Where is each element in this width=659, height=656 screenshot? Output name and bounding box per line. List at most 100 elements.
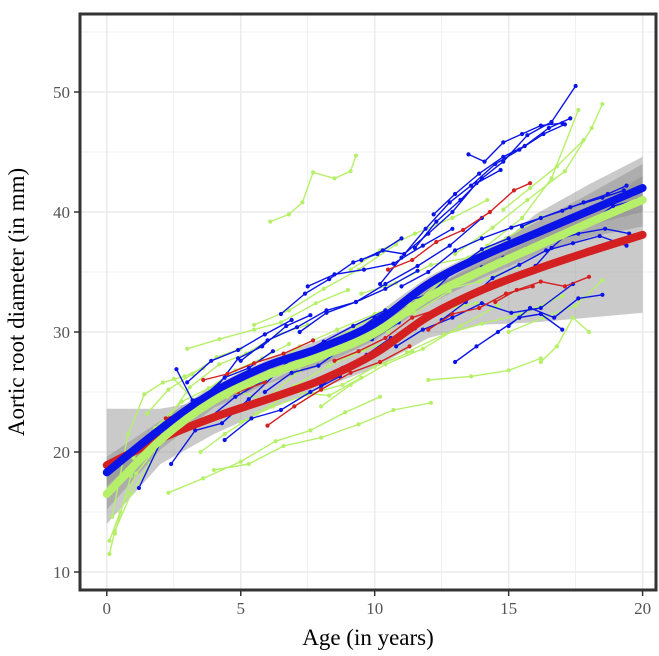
trajectory-line-green — [200, 376, 362, 453]
trajectory-point — [327, 393, 332, 398]
grid — [80, 14, 656, 590]
trajectory-point — [166, 387, 171, 392]
trajectory-line-blue — [307, 228, 453, 288]
trajectory-point — [447, 243, 452, 248]
trajectory-point — [182, 374, 187, 379]
trajectory-point — [252, 322, 257, 327]
trajectory-point — [554, 164, 559, 169]
trajectory-point — [332, 272, 337, 277]
trajectory-line-green — [508, 279, 603, 333]
trajectory-point — [383, 335, 388, 341]
trajectory-point — [281, 351, 286, 356]
trajectory-point — [391, 261, 396, 266]
trajectory-point — [270, 404, 275, 409]
trajectory-point — [278, 311, 284, 317]
trajectory-line-green — [111, 367, 204, 517]
trajectory-point — [428, 262, 434, 267]
trajectory-point — [356, 422, 361, 427]
trajectory-point — [305, 284, 310, 289]
y-tick-label: 50 — [53, 83, 70, 102]
trajectory-point — [514, 287, 519, 293]
trajectory-point — [450, 226, 455, 231]
trajectory-point — [107, 551, 112, 557]
trajectory-point — [412, 231, 417, 236]
trajectory-point — [316, 363, 321, 368]
trajectory-point — [461, 227, 466, 233]
trajectory-point — [452, 248, 458, 253]
trajectory-point — [420, 243, 426, 248]
trajectory-point — [110, 514, 115, 519]
trajectory-point — [452, 359, 458, 365]
trajectory-point — [187, 385, 192, 390]
trajectory-point — [308, 428, 313, 433]
trajectory-point — [477, 305, 482, 311]
trajectory-point — [166, 490, 171, 495]
x-axis-title: Age (in years) — [302, 625, 434, 650]
trajectory-point — [511, 188, 517, 193]
trajectory-point — [474, 181, 479, 186]
trajectory-point — [410, 315, 415, 320]
trajectory-point — [308, 389, 313, 395]
trajectory-point — [348, 370, 353, 375]
trajectory-point — [353, 153, 359, 158]
trajectory-point — [399, 284, 404, 289]
trajectory-line-green — [361, 216, 542, 295]
trajectory-point — [469, 183, 474, 188]
trajectory-point — [560, 208, 565, 213]
trajectory-point — [452, 251, 458, 257]
trajectory-point — [209, 358, 214, 363]
trajectory-point — [549, 176, 554, 181]
trajectory-point — [495, 303, 501, 308]
trajectory-point — [527, 305, 533, 311]
trajectory-point — [487, 209, 492, 215]
trajectory-point — [238, 358, 243, 363]
trajectory-point — [544, 248, 549, 253]
trajectory-point — [134, 471, 139, 476]
y-axis-title: Aortic root diameter (in mm) — [4, 168, 29, 436]
trajectory-point — [560, 327, 565, 332]
trajectory-point — [410, 257, 415, 263]
trajectory-point — [501, 159, 506, 164]
x-axis-ticks: 0 5 10 15 20 — [103, 590, 651, 618]
trajectory-point — [321, 286, 326, 291]
trajectory-point — [278, 407, 284, 413]
trajectory-point — [142, 392, 147, 397]
trajectory-point — [201, 476, 206, 481]
trajectory-point — [361, 267, 367, 272]
trajectory-point — [538, 359, 543, 365]
trajectory-point — [538, 279, 543, 284]
trajectory-point — [450, 215, 455, 221]
trajectory-point — [506, 329, 511, 335]
trajectory-point — [377, 359, 383, 365]
trajectory-point — [262, 389, 267, 395]
trajectory-point — [372, 364, 377, 369]
trajectory-point — [517, 262, 522, 267]
trajectory-point — [348, 382, 353, 387]
trajectory-point — [573, 83, 578, 89]
trajectory-point — [262, 380, 267, 385]
trajectory-point — [278, 320, 284, 325]
trajectory-point — [385, 329, 391, 335]
trajectory-point — [605, 191, 610, 197]
trajectory-point — [554, 344, 559, 349]
y-axis-ticks: 10 20 30 40 50 — [53, 83, 80, 582]
trajectory-point — [485, 197, 490, 203]
trajectory-line-blue — [468, 122, 563, 163]
trajectory-point — [351, 323, 356, 329]
trajectory-point — [351, 260, 356, 265]
trajectory-point — [450, 315, 455, 320]
trajectory-point — [265, 338, 270, 343]
trajectory-point — [434, 219, 439, 224]
trajectory-point — [581, 200, 586, 205]
trajectory-point — [225, 371, 230, 377]
trajectory-point — [450, 209, 455, 215]
trajectory-point — [498, 167, 503, 173]
trajectory-line-green — [186, 289, 349, 350]
trajectory-point — [273, 439, 278, 444]
trajectory-point — [246, 397, 251, 402]
trajectory-point — [359, 291, 364, 296]
trajectory-point — [525, 133, 530, 138]
trajectory-point — [586, 329, 592, 335]
y-tick-label: 20 — [53, 443, 70, 462]
trajectory-point — [549, 119, 554, 125]
